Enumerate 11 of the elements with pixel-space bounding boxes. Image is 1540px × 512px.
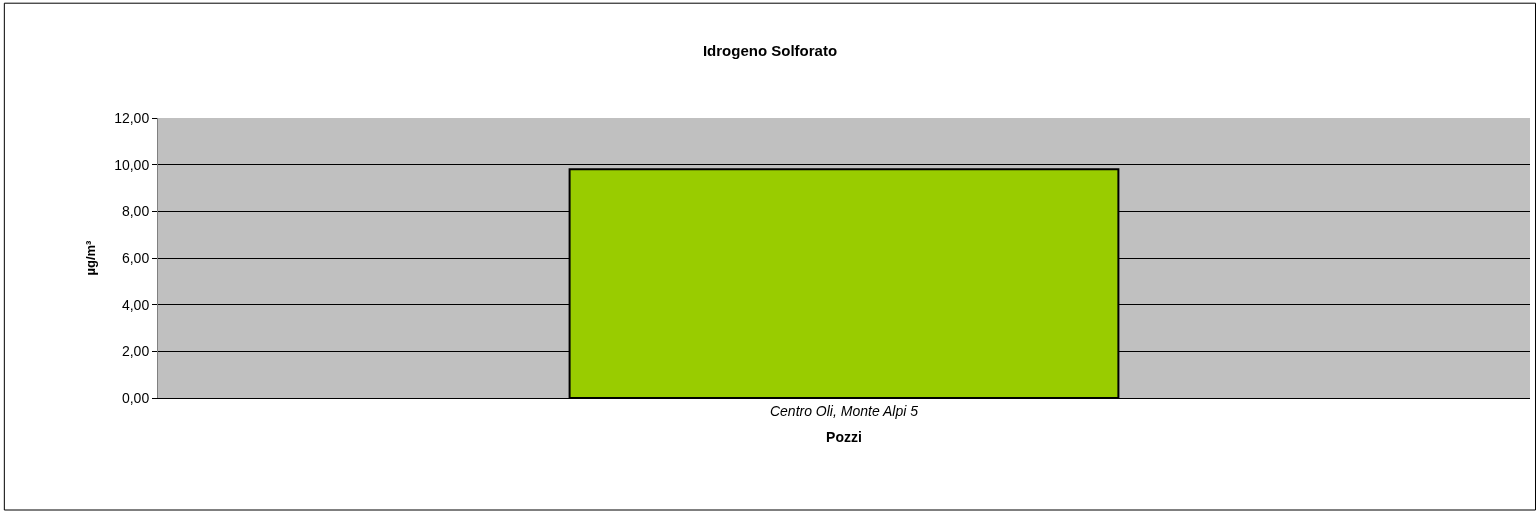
y-tick-label: 12,00 bbox=[114, 109, 150, 126]
y-tick-label: 6,00 bbox=[121, 249, 150, 266]
y-tick-label: 2,00 bbox=[121, 343, 150, 360]
chart-title: Idrogeno Solforato bbox=[702, 42, 838, 60]
y-tick-label: 10,00 bbox=[114, 156, 150, 173]
x-axis-title: Pozzi bbox=[826, 429, 862, 446]
y-tick-label: 0,00 bbox=[121, 389, 150, 406]
x-tick-label: Centro Oli, Monte Alpi 5 bbox=[769, 402, 919, 419]
y-axis-title: µg/m³ bbox=[83, 239, 99, 276]
y-tick-label: 8,00 bbox=[121, 203, 150, 220]
y-tick-label: 4,00 bbox=[121, 296, 150, 313]
